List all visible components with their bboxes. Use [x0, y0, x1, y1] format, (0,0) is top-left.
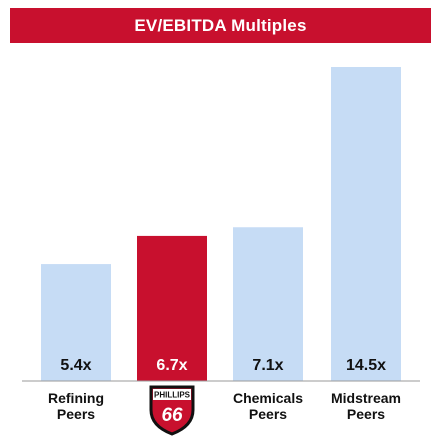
bar-1	[41, 264, 111, 381]
bar-value-label-1: 5.4x	[60, 357, 91, 374]
bar-value-label-3: 7.1x	[252, 357, 283, 374]
category-label-3-line-2: Peers	[249, 406, 287, 422]
phillips-66-logo: PHILLIPS 66	[149, 385, 195, 436]
category-label-4-line-2: Peers	[347, 406, 385, 422]
bar-2	[137, 235, 207, 381]
chart-title: EV/EBITDA Multiples	[10, 8, 431, 43]
logo-bottom-text: 66	[161, 405, 183, 426]
bar-value-label-2: 6.7x	[156, 357, 187, 374]
category-label-3-line-1: Chemicals	[233, 390, 303, 406]
category-label-1-line-2: Peers	[57, 406, 95, 422]
bar-4	[331, 67, 401, 381]
category-label-4-line-1: Midstream	[331, 390, 401, 406]
logo-top-text: PHILLIPS	[154, 391, 191, 400]
logo-top-band	[153, 389, 191, 400]
bar-3	[233, 227, 303, 381]
category-label-1-line-1: Refining	[48, 390, 104, 406]
bar-value-label-4: 14.5x	[346, 357, 386, 374]
